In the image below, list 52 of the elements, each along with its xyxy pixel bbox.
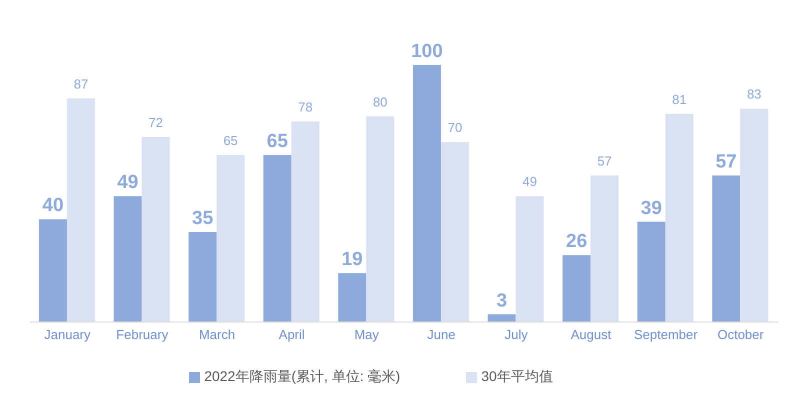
bar — [740, 108, 768, 322]
x-tick-label: October — [717, 327, 764, 342]
x-tick-label: January — [44, 327, 92, 342]
data-label: 80 — [372, 94, 388, 110]
data-label: 87 — [74, 76, 88, 92]
bar — [338, 273, 366, 322]
x-tick-label: May — [354, 327, 380, 342]
legend-label: 2022年降雨量(累计, 单位: 毫米) — [204, 368, 400, 384]
x-tick-label: February — [116, 327, 169, 342]
x-tick-label: September — [634, 327, 698, 342]
data-label: 40 — [42, 195, 64, 216]
bar — [712, 176, 740, 322]
data-label: 57 — [597, 154, 612, 169]
data-label: 65 — [266, 130, 288, 152]
x-tick-label: April — [278, 327, 305, 342]
bar — [66, 98, 95, 322]
x-tick-label: July — [504, 327, 528, 342]
bar — [291, 122, 320, 322]
bar — [412, 65, 441, 322]
x-tick-label: March — [198, 327, 236, 342]
bar — [188, 232, 217, 322]
bar — [440, 142, 469, 322]
data-label: 57 — [716, 152, 737, 173]
data-label: 26 — [566, 231, 588, 252]
bar — [38, 219, 67, 322]
bar — [366, 116, 394, 322]
bar — [562, 255, 591, 322]
data-label: 70 — [448, 120, 462, 136]
bar — [114, 196, 142, 322]
bar — [488, 314, 516, 322]
data-label: 81 — [672, 92, 687, 107]
data-label: 39 — [640, 198, 662, 219]
data-label: 72 — [148, 114, 164, 130]
legend-label: 30年平均值 — [481, 368, 553, 384]
data-label: 65 — [223, 132, 238, 148]
data-label: 35 — [192, 208, 214, 230]
bar — [516, 196, 544, 322]
data-label: 100 — [411, 41, 443, 62]
bar — [637, 222, 666, 322]
bar — [263, 154, 292, 322]
bar — [142, 136, 170, 322]
data-label: 83 — [746, 86, 762, 102]
data-label: 49 — [522, 174, 538, 190]
data-label: 19 — [342, 249, 363, 270]
data-label: 78 — [298, 100, 313, 115]
bar — [216, 154, 245, 322]
bar — [665, 114, 694, 322]
x-tick-label: August — [570, 327, 612, 342]
bar — [590, 176, 619, 322]
data-label: 49 — [117, 172, 138, 194]
x-tick-label: June — [427, 327, 456, 342]
data-label: 3 — [496, 290, 508, 312]
